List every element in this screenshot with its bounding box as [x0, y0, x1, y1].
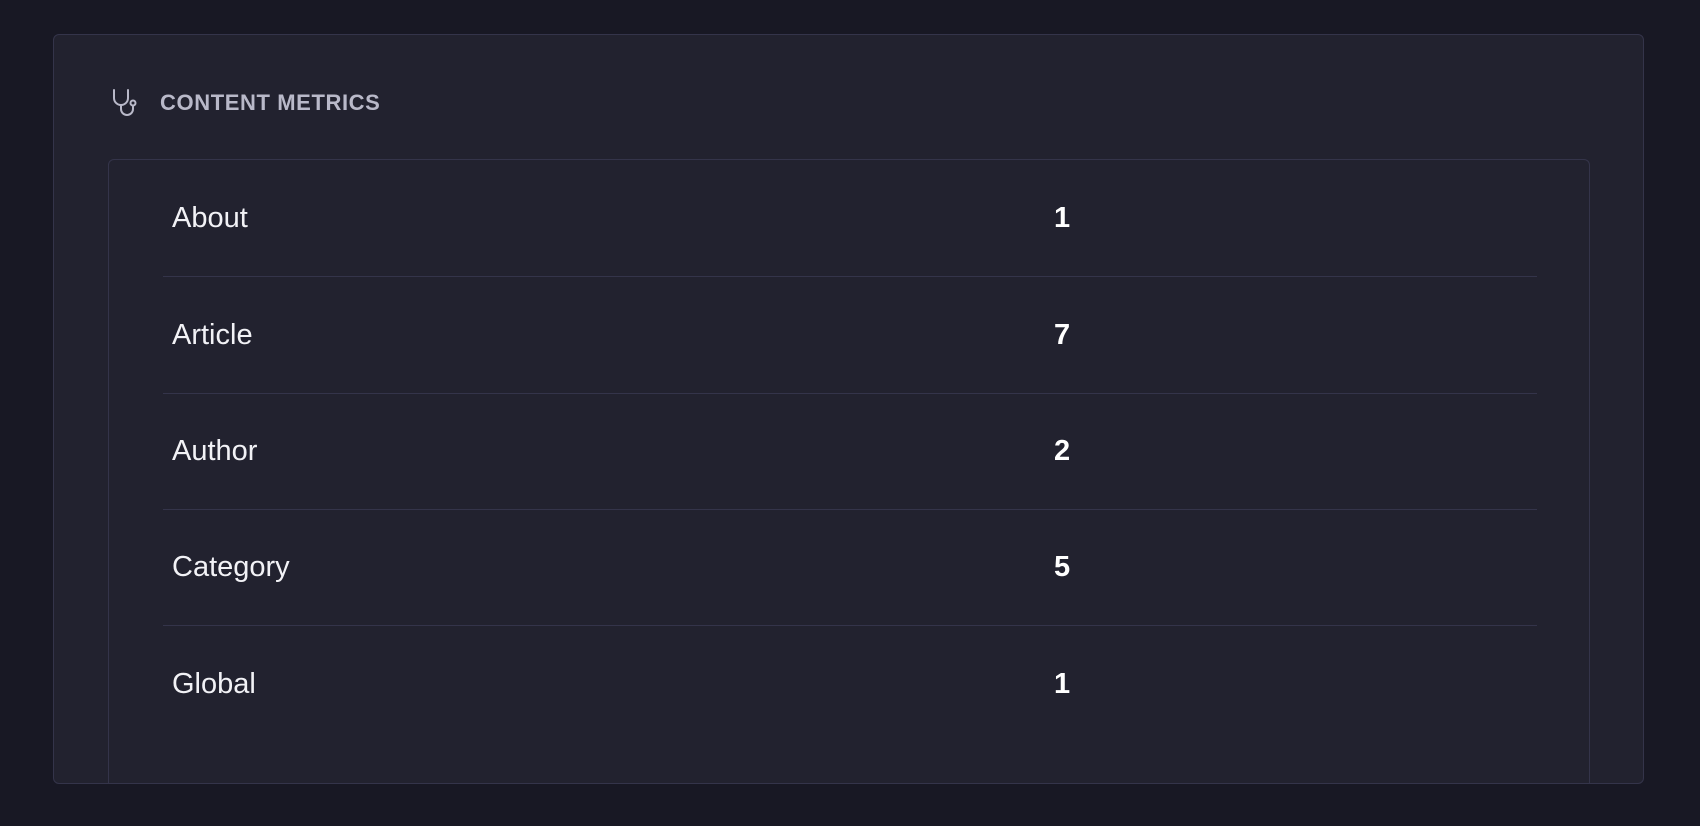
metric-value: 7 [1054, 318, 1071, 351]
list-item: About 1 [163, 160, 1537, 277]
list-item: Article 7 [163, 277, 1537, 394]
metric-label: Article [172, 318, 253, 351]
metric-value: 5 [1054, 550, 1071, 583]
panel-header: CONTENT METRICS [110, 87, 380, 119]
list-item: Category 5 [163, 509, 1537, 626]
stethoscope-icon [113, 89, 137, 116]
list-item: Global 1 [163, 626, 1537, 742]
metric-value: 1 [1054, 667, 1071, 700]
metric-value: 1 [1054, 201, 1071, 234]
metric-label: About [172, 201, 248, 234]
list-item: Author 2 [163, 393, 1537, 510]
metric-label: Category [172, 550, 290, 583]
content-metrics-panel: CONTENT METRICS About 1 Article 7 Author… [53, 34, 1644, 784]
metric-value: 2 [1054, 434, 1071, 467]
metric-label: Global [172, 667, 256, 700]
metric-label: Author [172, 434, 258, 467]
metrics-list: About 1 Article 7 Author 2 Category 5 Gl… [108, 159, 1590, 783]
panel-title: CONTENT METRICS [160, 90, 381, 115]
